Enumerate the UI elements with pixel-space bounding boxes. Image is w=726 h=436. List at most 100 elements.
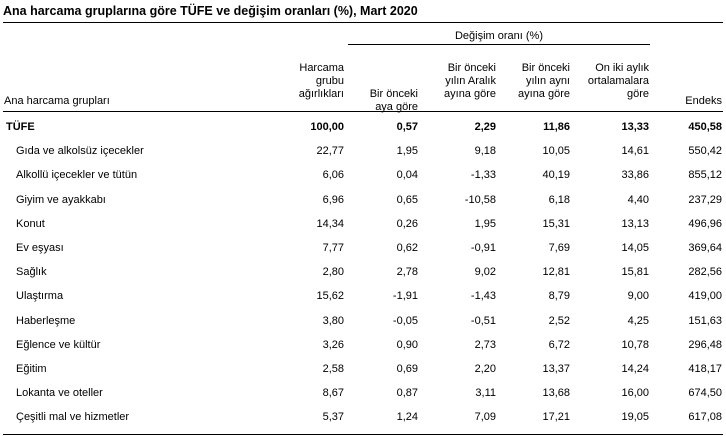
cell-index: 418,17 xyxy=(688,363,722,375)
cell-name: Sağlık xyxy=(16,266,47,279)
cell-weight: 15,62 xyxy=(316,290,344,303)
table-row: Eğitim 2,58 0,69 2,20 13,37 14,24 418,17 xyxy=(0,363,726,387)
cell-monthly: 0,90 xyxy=(396,338,418,351)
table-row: Gıda ve alkolsüz içecekler 22,77 1,95 9,18 1… xyxy=(0,145,726,169)
cell-yoy: 15,31 xyxy=(542,217,570,230)
cell-dec: -1,33 xyxy=(470,169,496,182)
cell-dec: -1,43 xyxy=(470,290,496,303)
table-row: Haberleşme 3,80 -0,05 -0,51 2,52 4,25 151,63 xyxy=(0,315,726,339)
cell-avg12: 13,13 xyxy=(621,217,649,230)
cell-index: 282,56 xyxy=(688,266,722,279)
table-row: Sağlık 2,80 2,78 9,02 12,81 15,81 282,56 xyxy=(0,266,726,290)
cell-avg12: 19,05 xyxy=(621,411,649,424)
header-12-month-average: On iki aylık ortalamalara göre xyxy=(587,62,649,100)
cell-yoy: 7,69 xyxy=(548,242,570,254)
cell-name: Eğitim xyxy=(16,363,47,375)
cell-index: 617,08 xyxy=(688,411,722,424)
cell-yoy: 13,68 xyxy=(542,387,570,400)
cell-dec: 2,29 xyxy=(474,121,496,133)
table-title: Ana harcama gruplarına göre TÜFE ve deği… xyxy=(3,4,418,18)
cell-weight: 3,80 xyxy=(322,314,344,327)
cell-weight: 6,06 xyxy=(322,169,344,182)
cell-dec: -10,58 xyxy=(464,193,496,206)
table-row: Ev eşyası 7,77 0,62 -0,91 7,69 14,05 369,64 xyxy=(0,242,726,266)
cell-dec: 9,02 xyxy=(474,266,496,279)
cell-name: Ev eşyası xyxy=(16,242,64,254)
bottom-rule xyxy=(3,434,723,435)
cell-monthly: 0,57 xyxy=(396,121,418,133)
cell-avg12: 13,33 xyxy=(621,121,649,133)
cell-name: Lokanta ve oteller xyxy=(16,387,103,400)
cell-dec: 7,09 xyxy=(474,411,496,424)
cell-name: Eğlence ve kültür xyxy=(16,338,101,351)
cell-dec: -0,51 xyxy=(470,314,496,327)
cell-monthly: 1,24 xyxy=(396,411,418,424)
table-row: Çeşitli mal ve hizmetler 5,37 1,24 7,09 17,2… xyxy=(0,411,726,435)
cell-avg12: 16,00 xyxy=(621,387,649,400)
cell-avg12: 14,61 xyxy=(621,145,649,158)
cell-name: Ulaştırma xyxy=(16,290,64,303)
cell-index: 450,58 xyxy=(688,121,722,133)
cell-monthly: 0,65 xyxy=(396,193,418,206)
cell-dec: 2,73 xyxy=(474,338,496,351)
cell-dec: 3,11 xyxy=(475,387,496,400)
change-rate-group-header: Değişim oranı (%) xyxy=(454,30,544,42)
cell-name: Giyim ve ayakkabı xyxy=(16,193,106,206)
cell-index: 855,12 xyxy=(688,169,722,182)
table-row: Giyim ve ayakkabı 6,96 0,65 -10,58 6,18 4,40 2… xyxy=(0,194,726,218)
cell-avg12: 4,25 xyxy=(627,314,649,327)
cell-name: TÜFE xyxy=(6,121,35,133)
cell-yoy: 13,37 xyxy=(542,363,570,375)
table-row-total: TÜFE 100,00 0,57 2,29 11,86 13,33 450,58 xyxy=(0,121,726,145)
cell-yoy: 2,52 xyxy=(548,314,570,327)
header-monthly: Bir önceki aya göre xyxy=(369,88,418,113)
header-index: Endeks xyxy=(685,95,722,107)
cell-index: 419,00 xyxy=(688,290,722,303)
header-name: Ana harcama grupları xyxy=(4,95,110,107)
cell-dec: 9,18 xyxy=(474,145,496,158)
cell-monthly: -0,05 xyxy=(392,314,418,327)
cell-weight: 14,34 xyxy=(316,217,344,230)
cell-dec: 2,20 xyxy=(474,363,496,375)
cell-monthly: 0,62 xyxy=(396,242,418,254)
cell-yoy: 12,81 xyxy=(542,266,570,279)
table-row: Lokanta ve oteller 8,67 0,87 3,11 13,68 16,00… xyxy=(0,387,726,411)
cell-yoy: 10,05 xyxy=(542,145,570,158)
cell-monthly: 0,26 xyxy=(396,217,418,230)
cell-monthly: 0,04 xyxy=(396,169,418,182)
cell-weight: 22,77 xyxy=(316,145,344,158)
cell-monthly: -1,91 xyxy=(392,290,418,303)
cell-yoy: 11,86 xyxy=(543,121,570,133)
cell-weight: 2,80 xyxy=(322,266,344,279)
cell-weight: 100,00 xyxy=(310,121,344,133)
top-rule xyxy=(3,22,723,23)
cell-avg12: 14,05 xyxy=(621,242,649,254)
cell-index: 151,63 xyxy=(688,314,722,327)
cell-weight: 5,37 xyxy=(322,411,344,424)
cell-yoy: 17,21 xyxy=(542,411,570,424)
cell-name: Çeşitli mal ve hizmetler xyxy=(16,411,130,424)
cell-index: 369,64 xyxy=(688,242,722,254)
cell-avg12: 14,24 xyxy=(621,363,649,375)
cell-weight: 7,77 xyxy=(322,242,344,254)
cell-index: 237,29 xyxy=(688,193,722,206)
cell-index: 674,50 xyxy=(688,387,722,400)
cell-yoy: 40,19 xyxy=(542,169,570,182)
group-rule xyxy=(348,44,650,45)
cell-weight: 2,58 xyxy=(322,363,344,375)
header-weight: Harcama grubu ağırlıkları xyxy=(298,62,344,100)
cell-yoy: 8,79 xyxy=(548,290,570,303)
cell-name: Gıda ve alkolsüz içecekler xyxy=(16,145,144,158)
cell-dec: -0,91 xyxy=(470,242,496,254)
cell-name: Haberleşme xyxy=(16,314,76,327)
cell-avg12: 10,78 xyxy=(621,338,649,351)
cell-monthly: 1,95 xyxy=(396,145,418,158)
cell-index: 496,96 xyxy=(688,217,722,230)
cell-monthly: 2,78 xyxy=(396,266,418,279)
cell-yoy: 6,18 xyxy=(548,193,570,206)
cell-weight: 3,26 xyxy=(322,338,344,351)
table-row: Ulaştırma 15,62 -1,91 -1,43 8,79 9,00 419,00 xyxy=(0,290,726,314)
cell-index: 296,48 xyxy=(688,338,722,351)
cell-name: Konut xyxy=(16,217,45,230)
header-december: Bir önceki yılın Aralık ayına göre xyxy=(444,62,496,100)
